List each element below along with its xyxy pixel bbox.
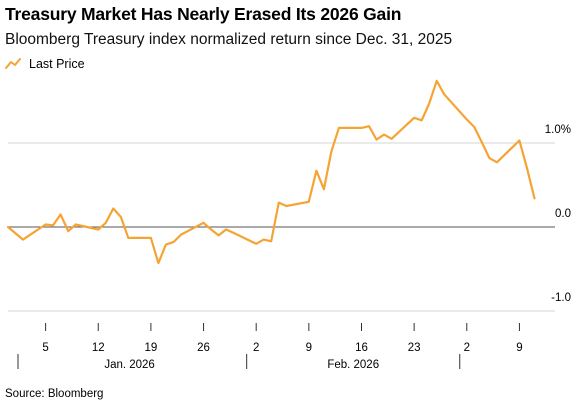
x-tick-label: 26 xyxy=(197,342,210,354)
month-label: Feb. 2026 xyxy=(327,359,379,371)
x-tick-label: 5 xyxy=(42,342,48,354)
chart-subtitle: Bloomberg Treasury index normalized retu… xyxy=(5,31,453,48)
x-tick-label: 16 xyxy=(355,342,368,354)
y-axis-labels: 1.0% 0.0 -1.0 xyxy=(545,124,571,304)
y-tick-label: -1.0 xyxy=(551,292,571,304)
chart-title: Treasury Market Has Nearly Erased Its 20… xyxy=(5,4,402,24)
series-layer xyxy=(6,79,536,265)
x-tick-label: 2 xyxy=(464,342,470,354)
x-tick-label: 9 xyxy=(516,342,522,354)
month-label: Jan. 2026 xyxy=(104,359,155,371)
x-tick-label: 23 xyxy=(408,342,421,354)
x-tick-label: 9 xyxy=(306,342,312,354)
grid-layer xyxy=(8,142,555,312)
x-tick-label: 2 xyxy=(253,342,259,354)
x-axis: 5 12 19 26 2 9 16 23 2 9 Jan. 2026 Feb. 2026 xyxy=(17,323,523,371)
source-note: Source: Bloomberg xyxy=(5,388,104,400)
x-tick-label: 19 xyxy=(145,342,158,354)
y-tick-label: 0.0 xyxy=(555,208,571,220)
y-tick-label: 1.0% xyxy=(545,124,571,136)
series-line-last-price xyxy=(6,79,536,265)
legend-label-last-price: Last Price xyxy=(29,57,85,71)
legend-swatch-icon xyxy=(5,58,21,69)
x-tick-label: 12 xyxy=(92,342,105,354)
legend: Last Price xyxy=(5,57,85,71)
